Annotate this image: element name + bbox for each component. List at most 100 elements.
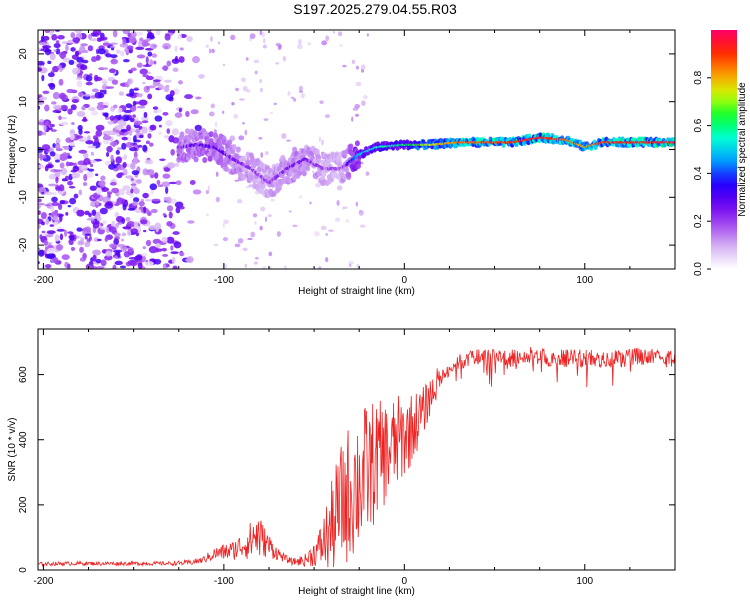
noise-cell (130, 177, 135, 181)
noise-cell (298, 85, 303, 92)
noise-cell (343, 206, 348, 209)
noise-cell (66, 88, 75, 94)
snr-x-ticks: -200 -100 0 100 (33, 329, 676, 587)
noise-cell (121, 142, 127, 150)
noise-cell (38, 105, 41, 110)
noise-cell (80, 64, 88, 71)
noise-cell (99, 207, 108, 215)
noise-cell (62, 57, 71, 63)
noise-cell (52, 65, 59, 73)
noise-cell (177, 80, 184, 85)
noise-cell (55, 48, 61, 55)
noise-cell (50, 129, 57, 132)
noise-cell (318, 136, 321, 143)
noise-cell (170, 251, 179, 255)
noise-cell (91, 56, 98, 63)
noise-cell (168, 181, 178, 185)
noise-cell (132, 114, 136, 118)
noise-cell (53, 43, 61, 49)
noise-cell (154, 222, 162, 230)
noise-cell (95, 187, 103, 195)
noise-cell (72, 165, 80, 172)
spectrogram-cells (38, 30, 675, 269)
noise-cell (110, 54, 118, 59)
ridge-cell-outer (222, 161, 228, 168)
noise-cell (49, 53, 56, 61)
y-tick-label: -20 (18, 237, 29, 252)
noise-cell (60, 167, 68, 175)
noise-cell (269, 111, 274, 115)
noise-cell (141, 40, 148, 48)
noise-cell (90, 257, 94, 263)
noise-cell (132, 31, 137, 38)
noise-cell (263, 38, 266, 44)
noise-cell (174, 45, 178, 53)
noise-cell (260, 206, 266, 212)
noise-cell (55, 40, 60, 44)
noise-cell (287, 91, 291, 96)
noise-cell (48, 82, 56, 90)
noise-cell (236, 199, 243, 204)
noise-cell (79, 257, 86, 262)
noise-cell (122, 161, 127, 168)
noise-cell (74, 30, 83, 34)
noise-cell (312, 170, 315, 174)
noise-cell (214, 121, 218, 128)
noise-cell (158, 84, 164, 90)
noise-cell (38, 198, 42, 203)
noise-cell (115, 156, 122, 164)
noise-cell (88, 235, 92, 242)
noise-cell (113, 249, 123, 253)
noise-cell (85, 81, 93, 86)
noise-cell (190, 109, 199, 115)
x-tick-label: 0 (402, 576, 408, 587)
noise-cell (293, 98, 297, 102)
noise-cell (38, 119, 45, 123)
noise-cell (88, 212, 92, 217)
noise-cell (206, 213, 209, 216)
noise-cell (47, 164, 53, 168)
noise-cell (72, 67, 81, 75)
noise-cell (123, 168, 128, 176)
noise-cell (149, 142, 154, 147)
noise-cell (324, 35, 330, 41)
chart-title: S197.2025.279.04.55.R03 (293, 1, 457, 17)
noise-cell (92, 254, 97, 262)
noise-cell (163, 135, 170, 139)
noise-cell (254, 70, 258, 75)
noise-cell (82, 136, 87, 142)
noise-cell (157, 184, 163, 188)
noise-cell (146, 38, 151, 42)
noise-cell (58, 184, 65, 192)
ridge-cell-outer (223, 165, 229, 172)
ridge-cell-outer (305, 165, 311, 172)
noise-cell (54, 170, 61, 178)
noise-cell (69, 235, 75, 241)
noise-cell (172, 67, 179, 73)
noise-cell (100, 222, 104, 227)
noise-cell (298, 90, 303, 93)
noise-cell (106, 191, 113, 195)
noise-cell (179, 205, 185, 210)
noise-cell (136, 54, 146, 59)
noise-cell (101, 79, 107, 83)
noise-cell (85, 263, 95, 269)
noise-cell (136, 93, 143, 98)
noise-cell (215, 196, 220, 203)
noise-cell (186, 36, 193, 43)
noise-cell (100, 187, 110, 192)
noise-cell (76, 80, 83, 88)
x-tick-label: -100 (214, 275, 234, 286)
noise-cell (115, 133, 120, 137)
noise-cell (61, 152, 69, 160)
noise-cell (38, 247, 41, 251)
noise-cell (238, 98, 245, 101)
noise-cell (95, 124, 105, 131)
noise-cell (53, 221, 59, 226)
ridge-cell-outer (344, 166, 350, 173)
noise-cell (41, 230, 46, 234)
noise-cell (52, 91, 60, 100)
noise-cell (38, 60, 45, 66)
noise-cell (158, 124, 162, 128)
noise-cell (76, 227, 83, 232)
